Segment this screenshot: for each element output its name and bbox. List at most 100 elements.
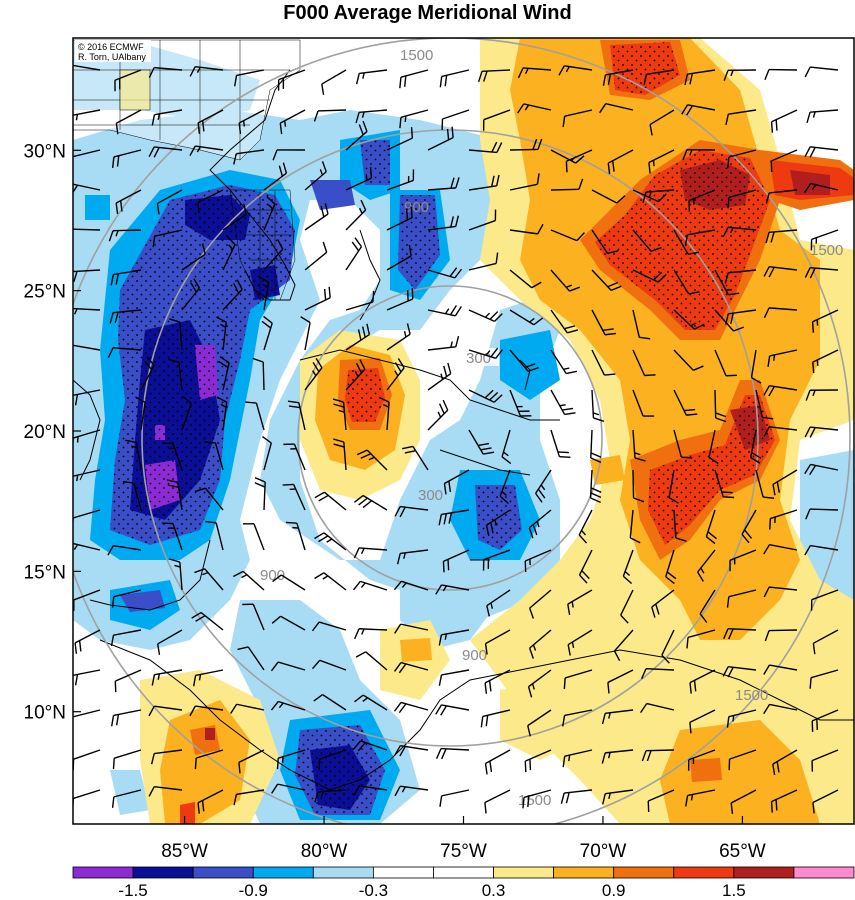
wind-barb [563, 669, 593, 689]
wind-barb [197, 189, 224, 214]
wind-barb [750, 349, 762, 384]
wind-barb [524, 549, 552, 573]
wind-barb [684, 229, 716, 246]
wind-barb [279, 109, 306, 135]
wind-barb [550, 309, 579, 334]
wind-barb [811, 309, 839, 333]
wind-barb [135, 396, 146, 431]
wind-barb [151, 109, 183, 126]
wind-barb [522, 789, 552, 809]
wind-barb [238, 109, 265, 134]
wind-barb [763, 703, 798, 715]
wind-barb [714, 309, 745, 332]
ring-label-900c: 900 [260, 567, 285, 584]
wind-barb [282, 483, 306, 511]
range-ring-900 [141, 129, 759, 747]
wind-barb [263, 196, 276, 231]
wind-barb [763, 426, 798, 437]
wind-barb [73, 149, 101, 161]
wind-barb [161, 522, 183, 551]
wind-barb [565, 149, 593, 173]
wind-barb [590, 429, 602, 463]
wind-barb [356, 449, 388, 471]
wind-barb [601, 749, 634, 764]
wind-barb [550, 229, 585, 242]
wind-barb [189, 66, 224, 77]
wind-barb [189, 145, 224, 156]
wind-barb [641, 667, 675, 680]
wind-barb [111, 789, 142, 808]
wind-barb [749, 429, 762, 464]
wind-barb [270, 700, 306, 711]
wind-barb [810, 229, 839, 251]
wind-barb [484, 789, 511, 814]
wind-barb [673, 229, 700, 255]
wind-barb [314, 789, 347, 803]
wind-barb [668, 469, 679, 504]
wind-barb [169, 318, 183, 351]
wind-barb [314, 491, 347, 511]
wind-barb [632, 189, 667, 203]
wind-barb [673, 349, 704, 371]
wind-barb [386, 358, 405, 391]
wind-barb [311, 659, 347, 671]
wind-barb [148, 66, 183, 78]
wind-barb [741, 509, 757, 544]
wind-barb [73, 109, 101, 121]
wind-barb [688, 189, 716, 212]
wind-barb [764, 629, 798, 642]
wind-barb [386, 169, 415, 191]
wind-barb [283, 443, 306, 471]
wind-barb [562, 749, 593, 768]
lon-tick-label: 70°W [580, 841, 627, 862]
wind-barb [399, 69, 429, 89]
wind-barb [648, 149, 675, 174]
wind-barb [769, 509, 798, 530]
wind-barb [812, 629, 839, 655]
wind-barb [632, 469, 645, 503]
colorbar-swatch [312, 866, 374, 879]
colorbar: -1.5 -0.9 -0.3 0.3 0.9 1.5 [72, 866, 855, 900]
wind-barb [276, 749, 306, 770]
wind-barb [726, 709, 757, 728]
wind-barb [148, 785, 183, 797]
colorbar-swatch [613, 866, 675, 879]
wind-barb [300, 316, 311, 351]
wind-barb [73, 542, 101, 551]
wind-barb [550, 269, 581, 292]
wind-barb [484, 669, 511, 694]
colorbar-swatch [132, 866, 194, 879]
wind-barb [468, 309, 503, 323]
wind-barb [287, 400, 306, 431]
wind-barb [810, 589, 839, 611]
wind-barb [237, 646, 265, 671]
wind-barb [578, 509, 593, 544]
wind-barb [562, 109, 593, 128]
wind-barb [755, 389, 774, 420]
credit-box: © 2016 ECMWF R. Torn, UAlbany [75, 40, 151, 62]
wind-barb [396, 549, 429, 565]
wind-barb [252, 357, 265, 391]
wind-barb [427, 126, 454, 151]
ring-label-900: 900 [404, 199, 429, 216]
wind-barb [345, 323, 371, 351]
wind-barb [181, 278, 201, 311]
wind-barb [632, 389, 655, 417]
colorbar-swatch [252, 866, 314, 879]
wind-barb [386, 206, 413, 231]
colorbar-swatch [192, 866, 254, 879]
wind-barb [726, 589, 757, 608]
colorbar-swatch [733, 866, 795, 879]
wind-barb [378, 396, 390, 431]
wind-barb [150, 749, 183, 765]
wind-barb [427, 267, 463, 279]
wind-barb [567, 589, 593, 616]
wind-barb [727, 189, 757, 209]
wind-barb [114, 69, 142, 92]
wind-barb [607, 149, 634, 175]
wind-barb [345, 359, 366, 391]
wind-barbs [73, 64, 839, 814]
wind-barb [486, 589, 511, 617]
wind-barb [272, 149, 306, 161]
